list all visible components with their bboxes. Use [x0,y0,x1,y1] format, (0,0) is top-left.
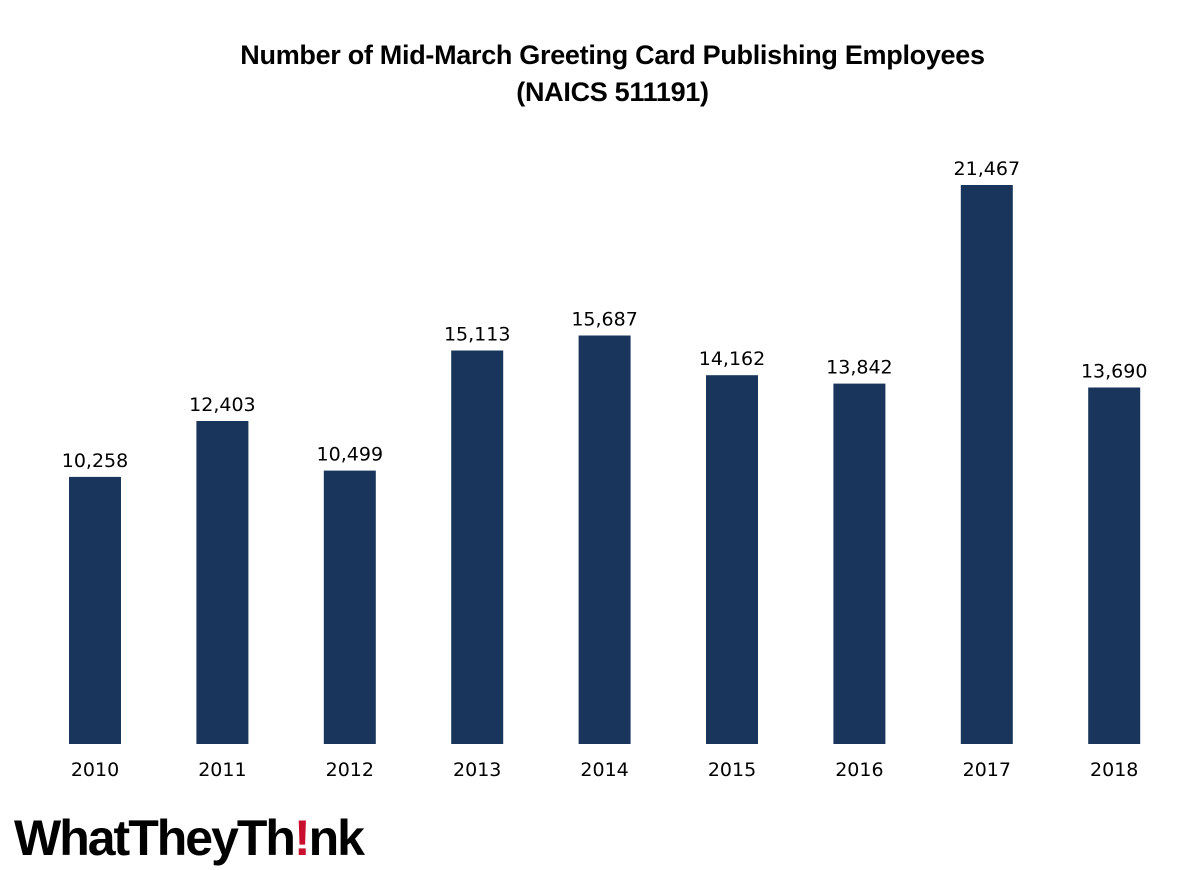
bar-2010 [69,476,121,744]
x-tick-label-2014: 2014 [580,759,628,781]
data-label-2015: 14,162 [699,348,765,370]
bar-2012 [323,470,376,744]
data-label-2011: 12,403 [189,394,255,416]
logo-text-end: nk [308,810,365,866]
data-label-2012: 10,499 [317,444,383,466]
chart-subtitle: (NAICS 511191) [516,77,709,107]
chart-title: Number of Mid-March Greeting Card Publis… [240,40,985,70]
x-tick-label-2018: 2018 [1090,759,1138,781]
x-tick-label-2010: 2010 [71,759,119,781]
bar-2017 [960,185,1013,744]
bar-2014 [578,335,631,744]
x-tick-label-2015: 2015 [708,759,756,781]
data-label-2017: 21,467 [954,158,1020,180]
logo-text-start: WhatTheyTh [14,810,296,866]
bar-2016 [833,383,886,744]
x-tick-label-2011: 2011 [198,759,246,781]
x-tick-label-2016: 2016 [835,759,883,781]
data-label-2010: 10,258 [62,450,128,472]
data-label-2014: 15,687 [571,309,637,331]
data-label-2016: 13,842 [826,357,892,379]
x-tick-label-2017: 2017 [963,759,1011,781]
data-label-2013: 15,113 [444,324,510,346]
x-tick-label-2012: 2012 [326,759,374,781]
x-tick-label-2013: 2013 [453,759,501,781]
data-label-2018: 13,690 [1081,361,1147,383]
bar-2013 [451,350,504,744]
whattheythink-logo: WhatTheyTh!nk [14,806,365,870]
bar-2011 [196,421,249,744]
logo-exclamation: ! [293,810,311,866]
bar-2018 [1088,387,1141,744]
bar-2015 [706,375,758,744]
